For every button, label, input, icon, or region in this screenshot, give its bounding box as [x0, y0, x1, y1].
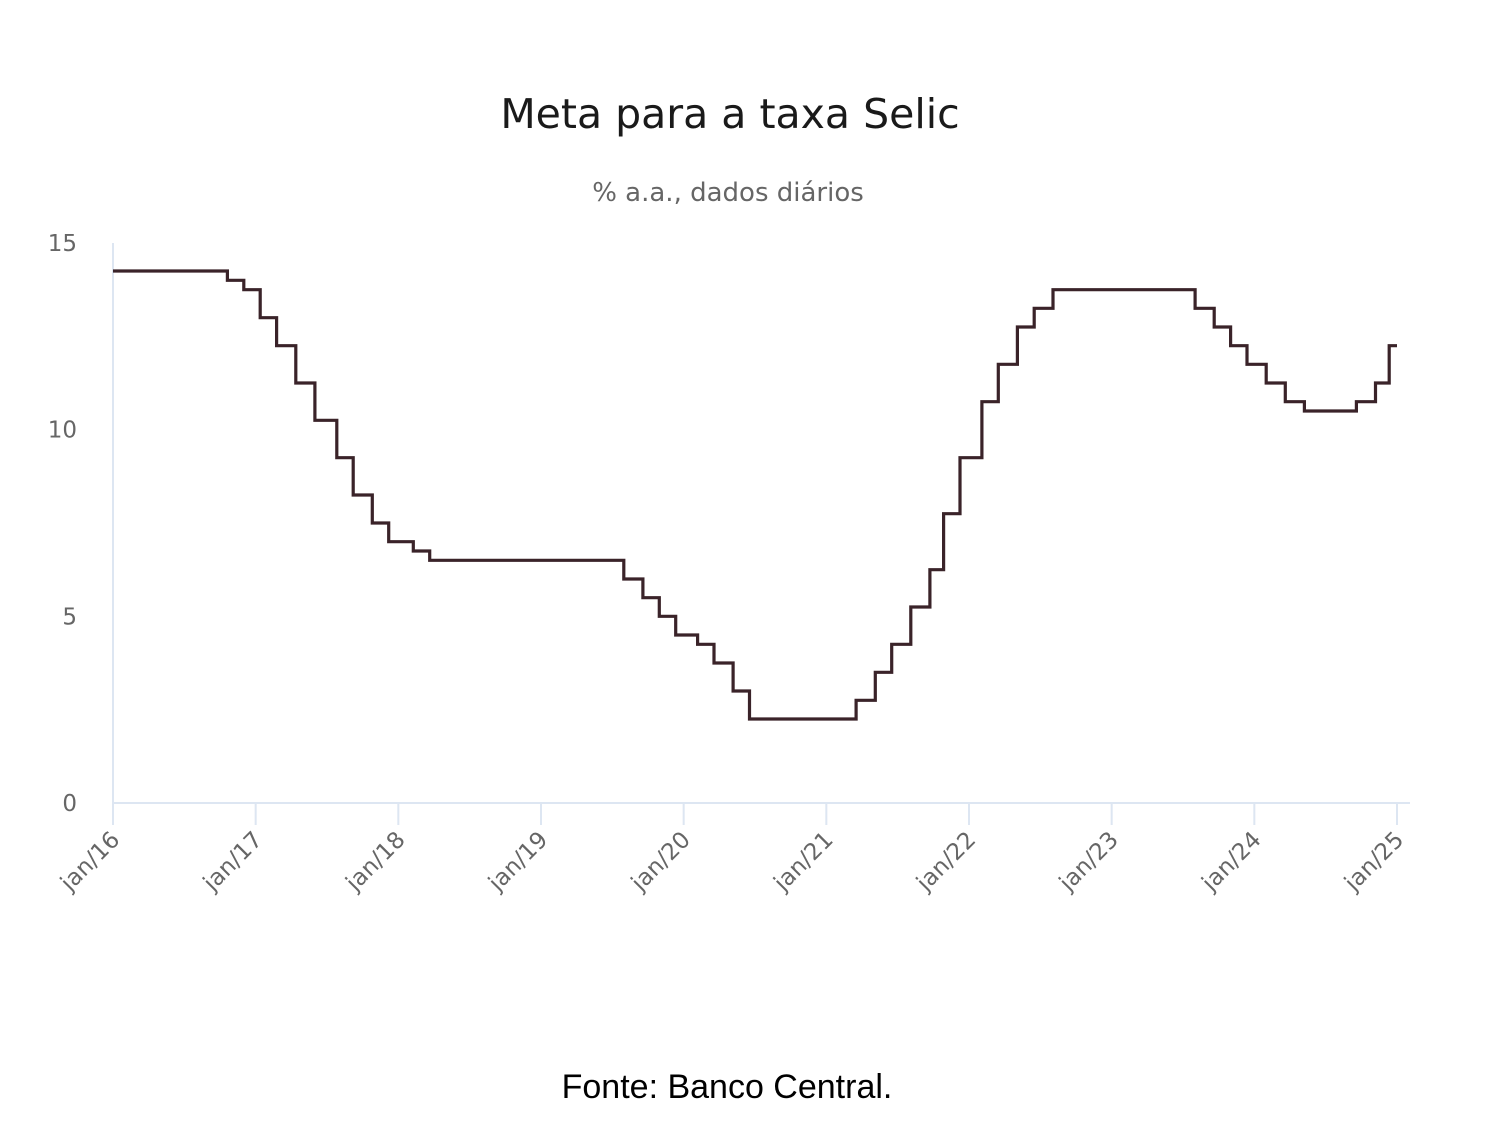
y-tick-label: 10 [48, 418, 77, 444]
y-tick-label: 5 [62, 604, 77, 630]
axis-ticks: 0 5 10 15 jan/16 jan/17 jan/18 jan/19 jan/20 jan/… [48, 231, 1410, 897]
x-tick-label: jan/17 [198, 827, 268, 897]
x-tick-label: jan/24 [1197, 827, 1267, 897]
x-tick-label: jan/25 [1339, 827, 1409, 897]
x-tick-label: jan/19 [483, 827, 553, 897]
x-tick-label: jan/23 [1054, 827, 1124, 897]
series-layer [113, 269, 1397, 721]
selic-series-line [113, 269, 1397, 721]
x-tick-label: jan/21 [769, 827, 839, 897]
y-tick-label: 15 [48, 231, 77, 257]
chart-title: Meta para a taxa Selic [500, 90, 960, 138]
x-tick-label: jan/16 [55, 827, 125, 897]
chart-subtitle: % a.a., dados diários [592, 178, 864, 208]
y-tick-label: 0 [62, 791, 77, 817]
x-tick-label: jan/22 [911, 827, 981, 897]
source-note: Fonte: Banco Central. [561, 1068, 893, 1106]
axes [112, 243, 1410, 804]
x-tick-label: jan/18 [341, 827, 411, 897]
x-tick-label: jan/20 [626, 827, 696, 897]
